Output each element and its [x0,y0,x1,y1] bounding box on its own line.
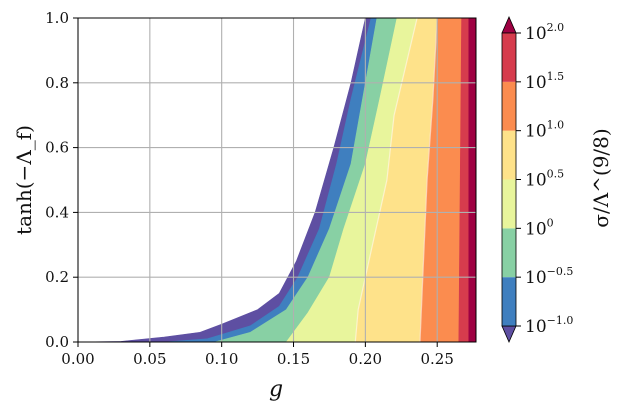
colorbar-label: σ/Λ^(9/8) [589,128,613,227]
colorbar: 10−1.0 10−0.5 100 100.5 101.0 101.5 102.0 [501,16,573,343]
x-tick-label: 0.20 [349,350,382,368]
x-tick-label: 0.10 [205,350,238,368]
colorbar-segment [502,130,516,180]
colorbar-tick-label: 10−1.0 [525,314,573,337]
colorbar-tick-label: 100 [525,216,554,239]
contour-line-5 [419,18,438,342]
y-tick-label: 1.0 [45,9,69,27]
y-tick-label: 0.2 [45,268,69,286]
x-tick-label: 0.15 [277,350,310,368]
x-axis-label: g [269,377,283,402]
plot-frame [77,17,477,343]
x-tick-label: 0.05 [133,350,166,368]
colorbar-segment [502,179,516,229]
colorbar-segment [502,33,516,82]
y-axis-label: tanh(−Λ_f) [12,125,36,235]
colorbar-tick-label: 102.0 [525,21,564,44]
contour-band-7 [468,18,476,342]
colorbar-tick-label: 101.5 [525,70,564,93]
y-tick-label: 0.0 [45,333,69,351]
contour-line-4 [354,18,418,342]
y-tick-label: 0.6 [45,139,69,157]
colorbar-extend-high [501,16,517,34]
y-tick-label: 0.8 [45,74,69,92]
colorbar-segment [502,81,516,131]
colorbar-segment [502,277,516,326]
colorbar-tick-label: 101.0 [525,119,564,142]
colorbar-segment [502,228,516,278]
colorbar-tick-label: 100.5 [525,168,564,191]
x-tick-label: 0.00 [61,350,94,368]
x-tick-label: 0.25 [421,350,454,368]
y-tick-label: 0.4 [45,203,69,221]
colorbar-extend-low [501,325,517,343]
plot-area [77,17,477,343]
axis-ticks: 0.00 0.05 0.10 0.15 0.20 0.25 0.0 0.2 0.4 0.6 0.8 1… [45,9,454,368]
colorbar-tick-label: 10−0.5 [525,265,573,288]
